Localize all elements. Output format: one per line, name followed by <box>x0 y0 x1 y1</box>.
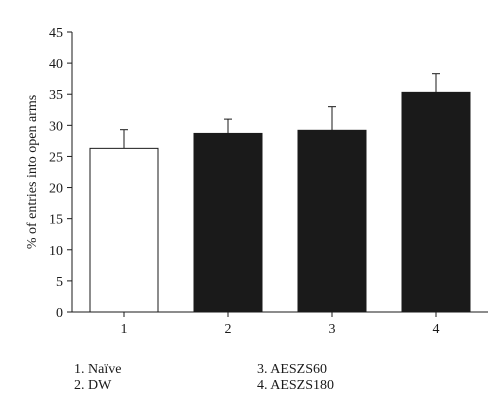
legend-item-1: 1. Naïve <box>74 362 122 377</box>
legend-item-3: 3. AESZS60 <box>257 362 328 377</box>
y-tick-label: 30 <box>49 119 63 134</box>
bar-4 <box>401 91 471 313</box>
y-tick-label: 25 <box>49 150 63 165</box>
y-axis-label: % of entries into open arms <box>25 95 40 249</box>
y-tick-label: 15 <box>49 213 63 228</box>
y-tick-label: 10 <box>49 244 63 259</box>
y-tick-label: 20 <box>49 182 63 197</box>
y-tick-label: 5 <box>56 275 63 290</box>
bars <box>89 73 471 313</box>
bar-3 <box>297 129 367 313</box>
y-tick-label: 45 <box>49 26 63 41</box>
x-tick-label: 1 <box>121 322 128 337</box>
x-tick-label: 2 <box>225 322 232 337</box>
legend-item-4: 4. AESZS180 <box>257 378 335 393</box>
x-axis-ticks: 1 2 3 4 <box>121 312 440 337</box>
y-axis-ticks: 0 5 10 15 20 25 30 35 40 45 <box>49 26 72 321</box>
bar-1 <box>89 147 159 313</box>
legend-item-2: 2. DW <box>74 378 112 393</box>
bar-2 <box>193 132 263 313</box>
y-tick-label: 0 <box>56 306 63 321</box>
y-tick-label: 40 <box>49 57 63 72</box>
y-tick-label: 35 <box>49 88 63 103</box>
x-tick-label: 4 <box>433 322 440 337</box>
x-tick-label: 3 <box>329 322 336 337</box>
